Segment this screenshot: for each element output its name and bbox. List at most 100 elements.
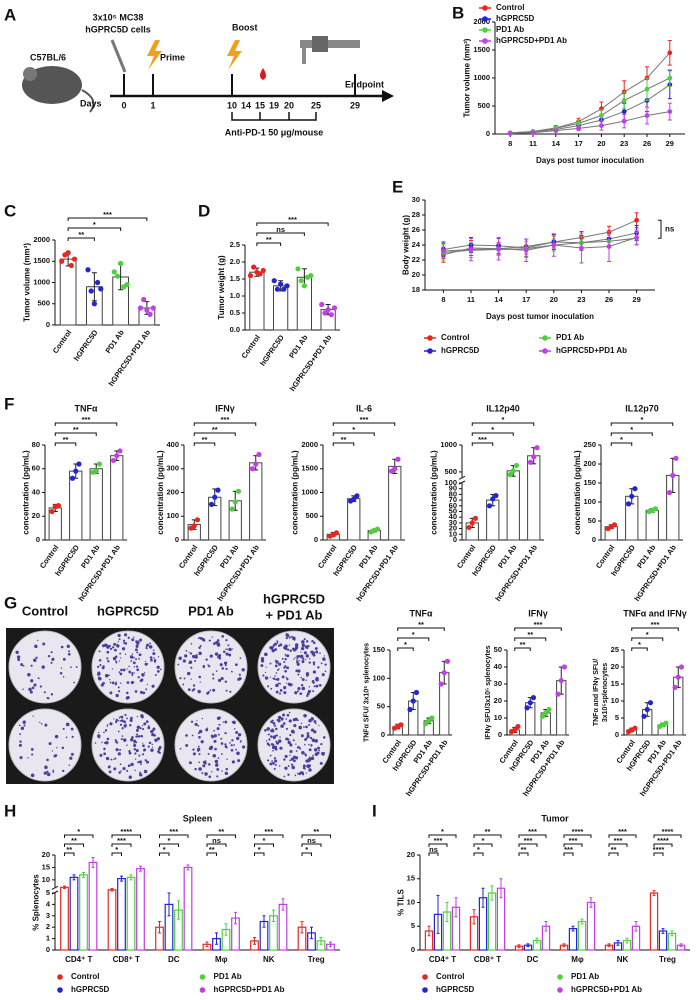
data-point — [625, 501, 632, 507]
data-point — [641, 713, 647, 719]
spot — [314, 722, 317, 725]
spot — [119, 748, 122, 751]
spot — [113, 718, 115, 720]
boost-label: Boost — [232, 22, 258, 32]
spot — [156, 665, 160, 669]
data-point — [644, 86, 650, 92]
spot — [118, 771, 121, 774]
data-point — [527, 459, 534, 465]
y-tick-label: 0 — [381, 730, 385, 739]
spot — [296, 657, 299, 660]
spot — [129, 724, 132, 727]
spot — [66, 644, 70, 648]
bar — [278, 903, 288, 951]
significance-bracket — [332, 422, 396, 426]
significance-label: *** — [434, 836, 443, 845]
data-point — [510, 468, 516, 474]
legend-marker — [542, 348, 548, 354]
spot — [290, 683, 293, 686]
spot — [226, 648, 229, 651]
spot — [230, 744, 233, 747]
spot — [299, 654, 304, 659]
spot — [290, 763, 294, 766]
spot — [269, 662, 272, 665]
bar — [645, 509, 659, 541]
spot — [312, 663, 316, 666]
spot — [279, 682, 281, 685]
spot — [17, 658, 21, 662]
y-tick-label: 10 — [494, 713, 502, 722]
spot — [113, 758, 115, 760]
day-label: 29 — [350, 100, 360, 110]
spot — [313, 720, 317, 723]
data-point — [644, 113, 650, 118]
significance-label: ** — [209, 845, 215, 854]
axis-break — [458, 475, 466, 480]
spot — [115, 660, 117, 663]
significance-bracket — [428, 843, 448, 847]
significance-bracket — [256, 232, 305, 236]
spot — [294, 774, 297, 777]
series-line — [443, 219, 637, 256]
spot — [106, 645, 110, 649]
spot — [137, 640, 140, 644]
spot — [65, 722, 70, 727]
spot — [103, 643, 108, 647]
plate-label: hGPRC5D — [97, 603, 159, 618]
spot — [73, 681, 75, 684]
data-point — [93, 468, 99, 474]
data-point — [576, 125, 581, 131]
spot — [270, 735, 273, 738]
spot — [290, 635, 293, 638]
spot — [39, 685, 42, 688]
y-tick-label: 80 — [449, 489, 457, 498]
spot — [265, 666, 267, 668]
spot — [198, 651, 202, 656]
spot — [137, 761, 140, 764]
spot — [196, 747, 201, 752]
data-point — [392, 466, 398, 472]
spot — [115, 681, 118, 684]
data-point — [49, 508, 55, 515]
panel-label: G — [4, 593, 17, 612]
spot — [308, 743, 310, 746]
chart-title: TNFα — [409, 608, 432, 618]
spot — [135, 644, 139, 648]
spot — [216, 639, 220, 642]
spot — [273, 724, 276, 727]
significance-label: ** — [418, 620, 424, 629]
spot — [295, 750, 298, 752]
y-tick-label: 20 — [32, 511, 40, 520]
y-tick-label: 10 — [449, 529, 457, 538]
spot — [205, 658, 208, 661]
y-tick-label: 15 — [42, 862, 50, 871]
spot — [300, 734, 304, 738]
y-axis-label: 3x10⁵splenocytes — [602, 663, 609, 722]
spot — [207, 753, 210, 755]
spot — [68, 764, 71, 766]
spot — [134, 741, 137, 743]
spot — [62, 769, 65, 773]
spot — [308, 748, 312, 752]
spot — [70, 666, 72, 669]
spot — [300, 647, 305, 651]
data-point — [215, 487, 221, 493]
legend-label: hGPRC5D — [436, 985, 474, 994]
spot — [148, 645, 153, 649]
endpoint-label: Endpoint — [345, 79, 384, 89]
spot — [290, 729, 295, 734]
data-point — [621, 98, 627, 103]
bar — [649, 892, 659, 951]
spot — [134, 769, 136, 772]
plate — [257, 708, 331, 782]
data-point — [561, 664, 568, 670]
data-point — [429, 715, 435, 721]
spot — [135, 735, 138, 738]
spot — [315, 740, 318, 743]
spot — [231, 760, 235, 764]
spot — [154, 673, 157, 676]
data-point — [466, 524, 472, 531]
spot — [322, 657, 326, 661]
spot — [97, 676, 101, 680]
spot — [138, 657, 140, 660]
